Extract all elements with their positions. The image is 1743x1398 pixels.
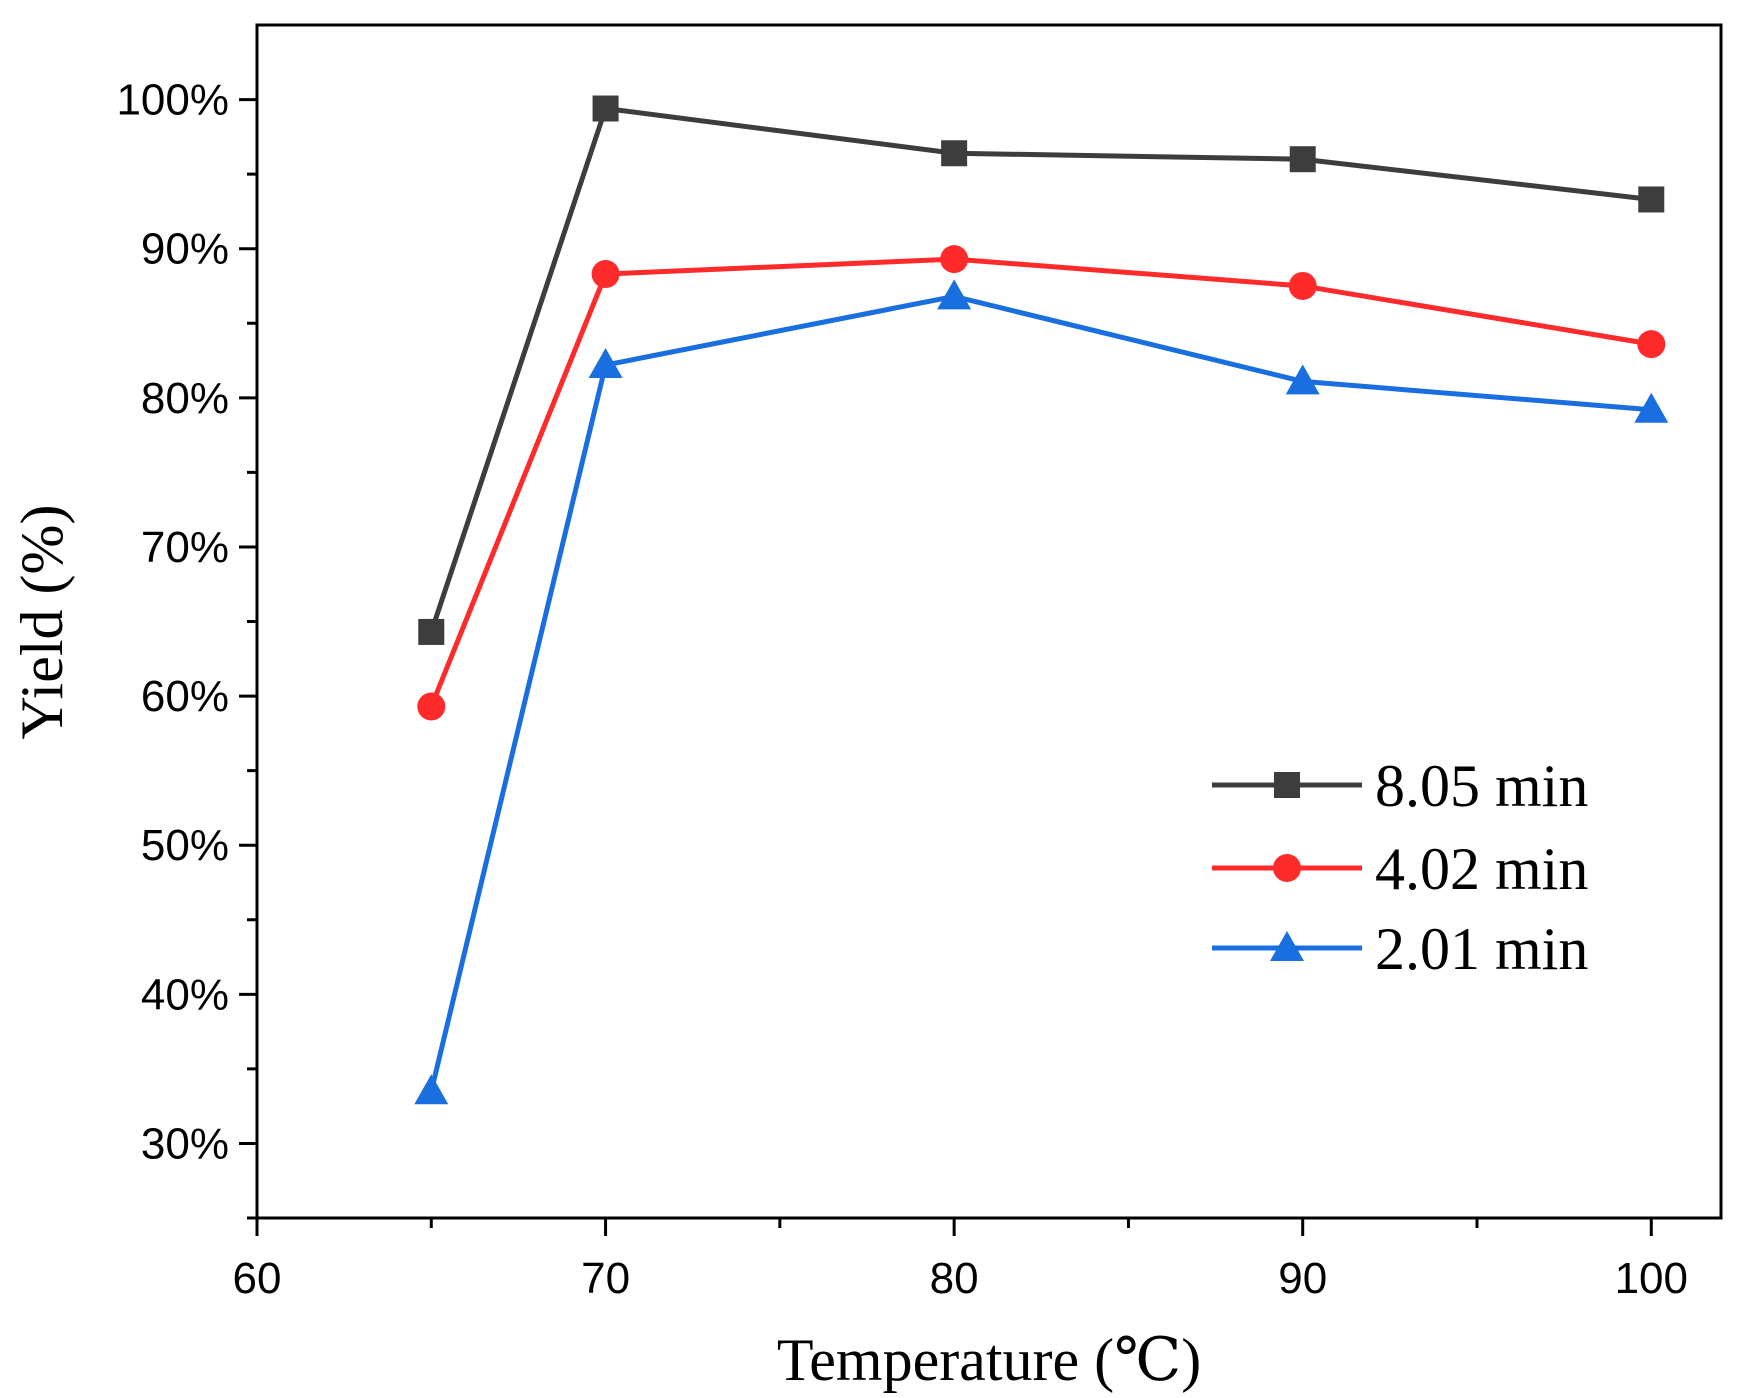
data-point [417,692,446,721]
x-tick-label: 70 [581,1254,630,1303]
y-tick-label: 70% [141,523,229,572]
data-point [941,140,968,167]
y-axis-title: Yield (%) [9,505,75,740]
legend-item: 8.05 min [1212,753,1588,819]
x-tick-label: 80 [930,1254,979,1303]
data-point [592,95,619,122]
series-8-05-min [418,95,1665,645]
series-layer [414,95,1669,1105]
legend-item: 4.02 min [1212,836,1588,902]
series-2-01-min [414,279,1669,1105]
y-tick-label: 100% [116,76,229,125]
legend-label: 4.02 min [1375,836,1588,902]
series-line [428,256,1652,708]
x-tick-label: 100 [1615,1254,1688,1303]
data-point [1285,364,1320,395]
y-tick-label: 40% [141,970,229,1019]
legend-item: 2.01 min [1212,916,1588,982]
x-axis: 60 70 80 90 100 [233,1218,1688,1303]
y-tick-label: 50% [141,821,229,870]
legend: 8.05 min 4.02 min 2.01 min [1212,753,1588,982]
data-point [937,279,972,310]
data-point [588,348,623,379]
legend-marker [1274,772,1300,798]
y-tick-label: 80% [141,374,229,423]
data-point [1634,392,1669,423]
y-tick-label: 30% [141,1119,229,1168]
legend-label: 2.01 min [1375,916,1588,982]
data-point [414,1074,449,1105]
x-axis-title: Temperature (℃) [777,1327,1201,1393]
legend-marker [1270,931,1304,961]
series-4-02-min [417,245,1666,721]
x-tick-label: 60 [233,1254,282,1303]
y-axis: 30% 40% 50% 60% 70% 80% 90% 100% [116,76,257,1220]
x-tick-label: 90 [1278,1254,1327,1303]
data-point [418,618,445,645]
data-point [1288,271,1317,300]
data-point [1638,186,1665,213]
data-point [1637,330,1666,359]
plot-frame [255,23,1723,1220]
legend-marker [1273,854,1301,882]
data-point [940,245,969,274]
y-tick-label: 90% [141,225,229,274]
y-tick-label: 60% [141,672,229,721]
legend-label: 8.05 min [1375,753,1588,819]
data-point [1289,146,1316,173]
data-point [591,260,620,289]
